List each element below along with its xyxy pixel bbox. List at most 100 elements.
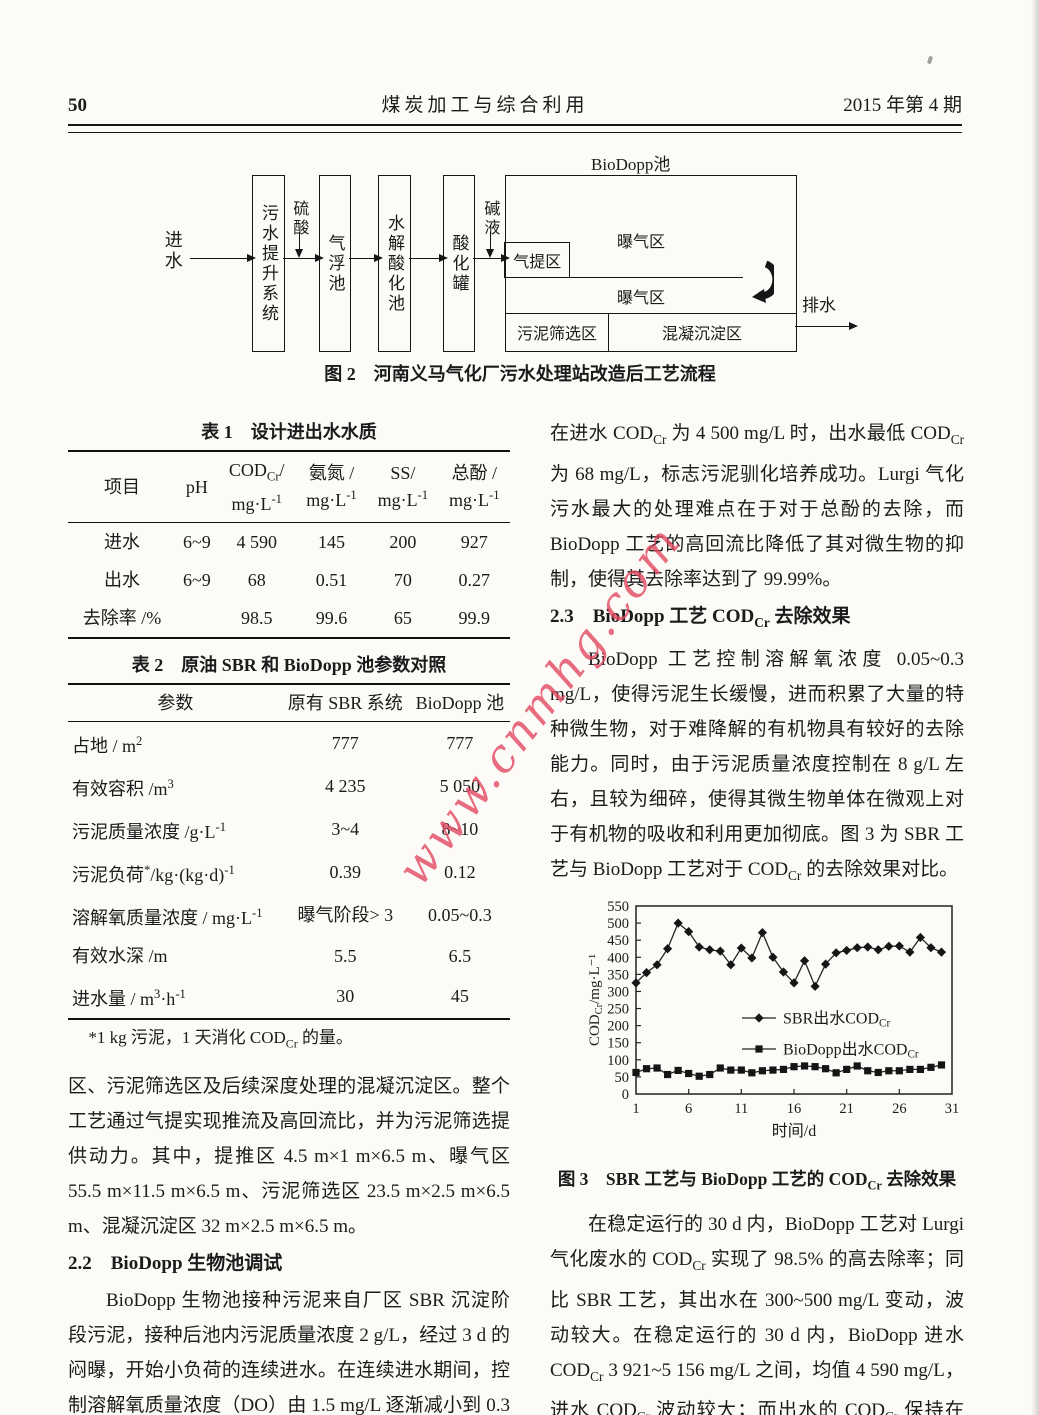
column-header: 参数 xyxy=(68,683,281,722)
flow-arrow-inlet xyxy=(190,253,256,262)
box-acidification-label: 酸化罐 xyxy=(449,233,469,294)
figure2-process-diagram: 进水 污水提升系统 硫酸 气浮池 水解酸化池 酸化罐 碱液 BioDopp池 气… xyxy=(150,148,890,360)
table-cell: 68 xyxy=(247,569,266,590)
table2-sbr-biodopp-comparison: 参数 原有 SBR 系统 BioDopp 池 占地 / m2 777 777 有效容积 /… xyxy=(68,682,510,1020)
box-flotation: 气浮池 xyxy=(319,175,351,352)
svg-text:31: 31 xyxy=(945,1101,960,1117)
svg-text:400: 400 xyxy=(607,951,629,967)
sludge-screen-zone-label: 污泥筛选区 xyxy=(516,326,597,343)
table-row: 进水量 / m3·h-1 30 45 xyxy=(68,975,510,1019)
table1-header-row: 项目 pH CODCr/mg·L-1 氨氮 / mg·L-1 SS/mg·L-1 总酚 / m… xyxy=(68,451,510,523)
column-header: 项目 xyxy=(68,451,177,523)
recirculation-arrow-icon xyxy=(752,260,774,303)
header-double-rule xyxy=(68,124,962,133)
table-cell: 99.9 xyxy=(458,607,491,628)
table-cell: 有效容积 /m3 xyxy=(72,776,174,799)
svg-text:50: 50 xyxy=(615,1070,630,1086)
table2-footnote: *1 kg 污泥，1 天消化 CODCr 的量。 xyxy=(88,1027,353,1050)
table-cell: 0.05~0.3 xyxy=(428,905,492,926)
table-cell: 0.39 xyxy=(329,862,362,883)
svg-text:450: 450 xyxy=(607,934,629,950)
flow-arrow-1 xyxy=(283,253,324,262)
box-flotation-label: 气浮池 xyxy=(325,233,345,294)
table-cell: 6~9 xyxy=(183,569,211,590)
svg-text:BioDopp出水CODCr​: BioDopp出水CODCr​ xyxy=(783,1041,919,1061)
svg-text:26: 26 xyxy=(892,1101,907,1117)
svg-text:350: 350 xyxy=(607,968,629,984)
svg-text:CODCr​/mg·L⁻¹: CODCr​/mg·L⁻¹ xyxy=(587,954,605,1046)
scan-speck xyxy=(926,55,934,65)
figure3-chart-wrap: 0 50 100 150 200 250 300 350 400 450 500 550 1 6 11 16 2… xyxy=(584,898,962,1162)
table-row: 占地 / m2 777 777 xyxy=(68,721,510,765)
table-cell: 污泥负荷*/kg·(kg·d)-1 xyxy=(72,862,235,885)
section-heading-2-2: 2.2 BioDopp 生物池调试 xyxy=(68,1252,283,1274)
svg-text:1: 1 xyxy=(632,1101,639,1117)
aeration-divider-line xyxy=(506,277,743,278)
aeration-zone-top-label: 曝气区 xyxy=(616,234,665,251)
column-header: BioDopp 池 xyxy=(409,683,510,722)
table-cell: 65 xyxy=(393,607,412,628)
table-cell: 4 590 xyxy=(236,531,277,552)
right-paragraph-3: 在稳定运行的 30 d 内，BioDopp 工艺对 Lurgi 气化废水的 CO… xyxy=(550,1213,964,1415)
svg-text:100: 100 xyxy=(607,1053,629,1069)
bottom-divider-line xyxy=(506,313,796,314)
right-paragraph-2: BioDopp 工艺控制溶解氧浓度 0.05~0.3 mg/L，使得污泥生长缓慢… xyxy=(550,648,964,883)
table-row: 污泥质量浓度 /g·L-1 3~4 8~10 xyxy=(68,808,510,851)
table-cell: 0.27 xyxy=(458,569,491,590)
table-cell: 200 xyxy=(389,531,417,552)
table-row: 进水 6~9 4 590 145 200 927 xyxy=(68,522,510,561)
table-cell: 曝气阶段> 3 xyxy=(297,905,394,926)
flow-arrow-4 xyxy=(473,253,510,262)
table-cell: 4 235 xyxy=(325,776,366,797)
svg-text:200: 200 xyxy=(607,1019,629,1035)
issue-label: 2015 年第 4 期 xyxy=(843,95,962,116)
table-cell: 污泥质量浓度 /g·L-1 xyxy=(72,819,226,842)
svg-text:21: 21 xyxy=(839,1101,854,1117)
table-cell: 927 xyxy=(460,531,488,552)
svg-text:0: 0 xyxy=(622,1087,629,1103)
box-lift-system-label: 污水提升系统 xyxy=(259,203,278,324)
left-paragraph-1: 区、污泥筛选区及后续深度处理的混凝沉淀区。整个工艺通过气提实现推流及高回流比，并… xyxy=(68,1075,510,1237)
svg-text:150: 150 xyxy=(607,1036,629,1052)
column-header: 氨氮 / mg·L-1 xyxy=(295,451,368,523)
box-lift-system: 污水提升系统 xyxy=(252,175,285,352)
column-header: CODCr/mg·L-1 xyxy=(217,451,296,523)
table-cell: 6.5 xyxy=(448,945,472,966)
table-cell xyxy=(176,599,218,638)
coagulation-sedimentation-label: 混凝沉淀区 xyxy=(661,326,742,343)
table-cell: 3~4 xyxy=(331,819,360,840)
table-row: 溶解氧质量浓度 / mg·L-1 曝气阶段> 3 0.05~0.3 xyxy=(68,894,510,937)
page-header: 50 煤炭加工与综合利用 2015 年第 4 期 xyxy=(68,90,962,117)
table-cell: 有效水深 /m xyxy=(72,945,168,966)
biodopp-tank-label: BioDopp池 xyxy=(591,155,671,174)
svg-text:250: 250 xyxy=(607,1002,629,1018)
table-cell: 5 050 xyxy=(439,776,481,797)
outlet-label: 排水 xyxy=(802,296,836,315)
section-heading-2-3: 2.3 BioDopp 工艺 CODCr 去除效果 xyxy=(550,605,851,630)
svg-text:500: 500 xyxy=(607,916,629,932)
page-number: 50 xyxy=(68,95,87,116)
column-header: pH xyxy=(176,451,218,523)
table-cell: 进水量 / m3·h-1 xyxy=(72,986,186,1009)
table-cell: 45 xyxy=(450,986,469,1007)
biodopp-tank-box: BioDopp池 气提区 曝气区 曝气区 污泥筛选区 混凝沉淀区 xyxy=(504,155,797,352)
table-cell: 0.51 xyxy=(315,569,348,590)
table-row: 有效容积 /m3 4 235 5 050 xyxy=(68,765,510,808)
right-paragraph-1: 在进水 CODCr 为 4 500 mg/L 时，出水最低 CODCr 为 68… xyxy=(550,423,964,590)
table-cell: 进水 xyxy=(104,531,141,552)
sludge-screen-zone: 污泥筛选区 xyxy=(506,313,609,351)
table-cell: 98.5 xyxy=(240,607,273,628)
box-acidification: 酸化罐 xyxy=(443,175,475,352)
aeration-zone-bottom-label: 曝气区 xyxy=(616,290,665,307)
inlet-label: 进水 xyxy=(162,230,183,272)
svg-text:6: 6 xyxy=(685,1101,692,1117)
table-row: 去除率 /% 98.5 99.6 65 99.9 xyxy=(68,599,510,638)
table-cell: 溶解氧质量浓度 / mg·L-1 xyxy=(72,905,263,928)
figure2-caption-row: 图 2 河南义马气化厂污水处理站改造后工艺流程 xyxy=(150,360,890,386)
left-column: 表 1 设计进出水水质 项目 pH CODCr/mg·L-1 氨氮 / mg·L-1 SS… xyxy=(68,420,510,1415)
table2-caption: 表 2 原油 SBR 和 BioDopp 池参数对照 xyxy=(131,654,447,675)
svg-text:11: 11 xyxy=(734,1101,748,1117)
table-cell: 5.5 xyxy=(334,945,357,966)
